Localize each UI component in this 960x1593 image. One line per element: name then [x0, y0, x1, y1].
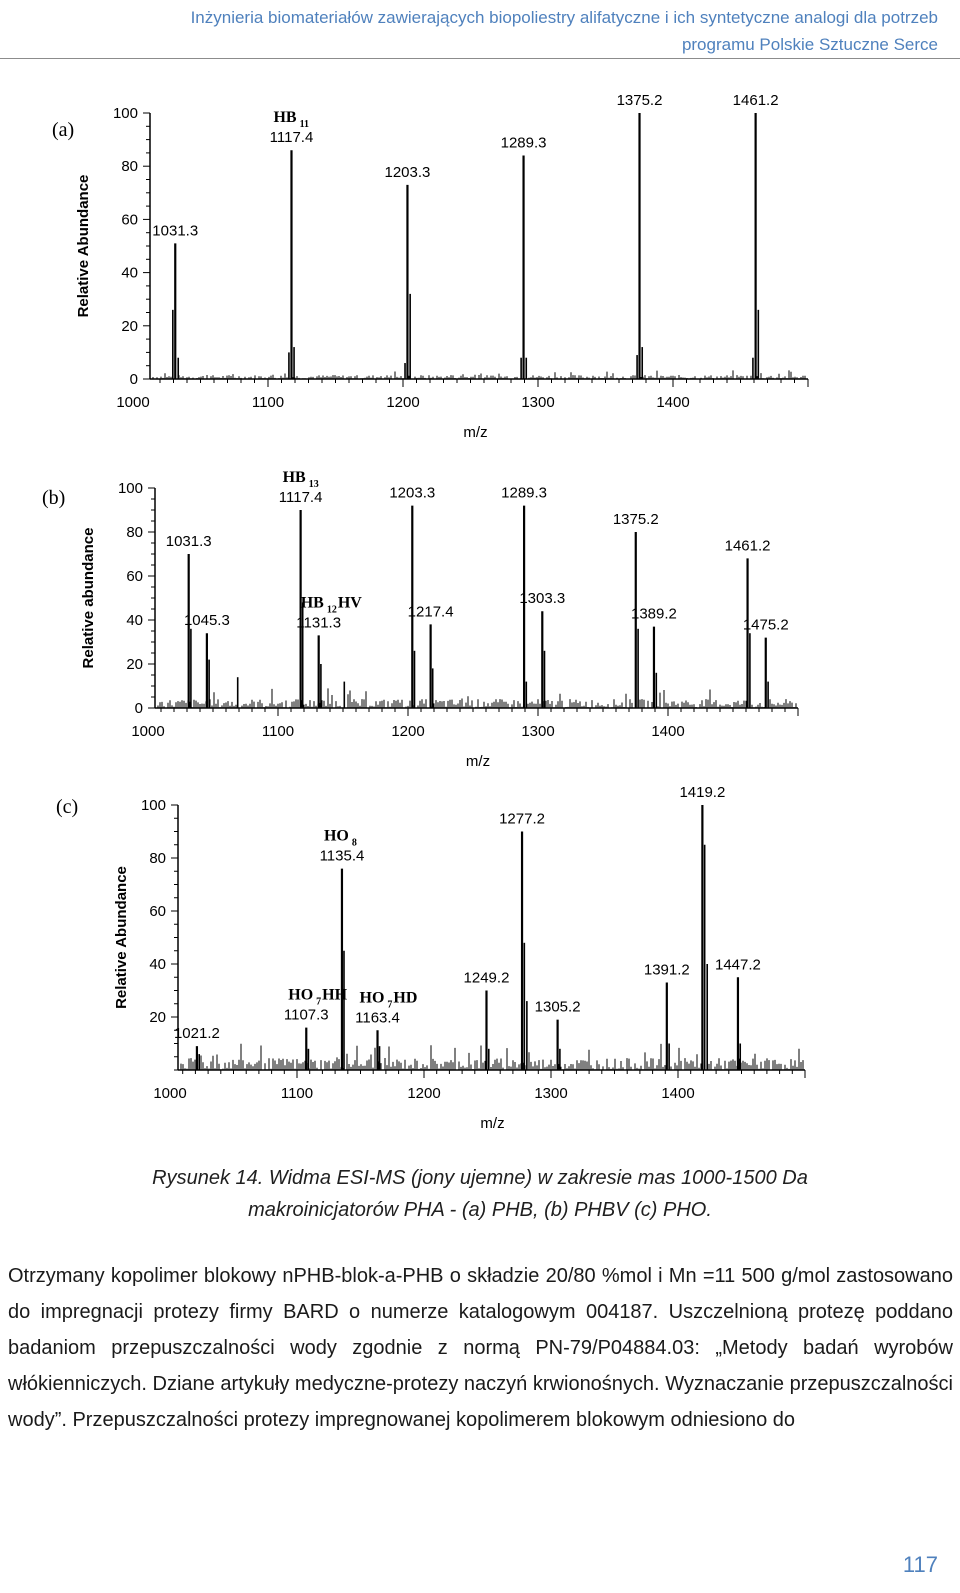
x-tick-label: 1100 — [252, 394, 284, 411]
x-tick-label: 1200 — [391, 723, 424, 740]
peak-label: 1107.3 — [284, 1007, 329, 1024]
x-axis-title: m/z — [466, 753, 490, 770]
peak-label: 1203.3 — [389, 485, 435, 502]
x-tick-label: 1400 — [661, 1085, 694, 1102]
peak-label: 1447.2 — [715, 956, 761, 973]
peak-label: 1375.2 — [613, 511, 659, 528]
x-tick-label: 1000 — [153, 1085, 186, 1102]
y-tick-label: 80 — [126, 524, 143, 541]
peak-label: 1419.2 — [679, 784, 725, 801]
y-tick-label: 80 — [121, 158, 138, 175]
peak-label: 1277.2 — [499, 811, 545, 828]
y-tick-label: 100 — [141, 797, 166, 814]
peak-label: 1305.2 — [535, 999, 581, 1016]
y-tick-label: 100 — [118, 480, 143, 497]
peak-label: 1021.2 — [174, 1025, 220, 1042]
x-tick-label: 1400 — [651, 723, 684, 740]
peak-label: 1045.3 — [184, 612, 230, 629]
ion-annotation: HB 11 — [273, 109, 309, 130]
y-tick-label: 60 — [121, 211, 138, 228]
peak-label: 1289.3 — [501, 135, 547, 152]
spectrum-panel-1: (b) 0 20 40 60 80 100 1000 1100 1200 1300 1400 m/z Re… — [42, 469, 799, 770]
ion-annotation: HO 8 — [324, 828, 357, 849]
y-axis-title: Relative Abundance — [113, 866, 130, 1009]
peak-label: 1461.2 — [733, 92, 779, 109]
x-tick-label: 1300 — [521, 723, 554, 740]
peak-label: 1163.4 — [355, 1009, 400, 1026]
peak-label: 1289.3 — [501, 485, 547, 502]
y-tick-label: 0 — [135, 700, 143, 717]
peak-label: 1375.2 — [617, 92, 663, 109]
spectrum-panel-2: (c) 20 40 60 80 100 1000 1100 1200 1300 1400 m/z Rel… — [56, 784, 806, 1132]
caption-line-1: Rysunek 14. Widma ESI-MS (jony ujemne) w… — [152, 1167, 808, 1189]
body-paragraph: Otrzymany kopolimer blokowy nPHB-blok-a-… — [8, 1258, 953, 1438]
y-tick-label: 100 — [113, 105, 138, 122]
x-tick-label: 1100 — [281, 1085, 313, 1102]
peak-label: 1131.3 — [296, 614, 341, 631]
peak-label: 1391.2 — [644, 962, 690, 979]
peak-label: 1117.4 — [270, 129, 314, 146]
peak-label: 1203.3 — [385, 164, 431, 181]
x-tick-label: 1100 — [262, 723, 294, 740]
y-axis-title: Relative abundance — [80, 528, 97, 669]
peak-label: 1461.2 — [725, 537, 771, 554]
y-tick-label: 60 — [126, 568, 143, 585]
peak-label: 1217.4 — [408, 603, 454, 620]
peak-label: 1031.3 — [152, 222, 198, 239]
ion-annotation: HB 12HV — [301, 594, 363, 615]
figure-caption: Rysunek 14. Widma ESI-MS (jony ujemne) w… — [0, 1162, 960, 1226]
peak-label: 1031.3 — [166, 533, 212, 550]
page-number: 117 — [902, 1552, 938, 1577]
baseline-noise — [152, 370, 808, 379]
panel-letter: (a) — [52, 119, 74, 141]
header-divider — [0, 58, 960, 59]
y-tick-label: 80 — [149, 850, 166, 867]
x-tick-label: 1200 — [386, 394, 419, 411]
x-tick-label: 1000 — [131, 723, 164, 740]
peak-label: 1135.4 — [320, 848, 365, 865]
panel-letter: (c) — [56, 796, 78, 818]
y-tick-label: 0 — [130, 371, 138, 388]
peak-label: 1117.4 — [279, 489, 323, 506]
x-tick-label: 1300 — [534, 1085, 567, 1102]
caption-line-2: makroinicjatorów PHA - (a) PHB, (b) PHBV… — [248, 1199, 712, 1221]
ion-annotation: HB 13 — [283, 469, 319, 490]
y-tick-label: 60 — [149, 903, 166, 920]
running-header: Inżynieria biomateriałów zawierających b… — [38, 4, 938, 58]
x-axis-title: m/z — [463, 424, 487, 441]
y-tick-label: 40 — [121, 265, 138, 282]
y-tick-label: 20 — [126, 656, 143, 673]
y-axis-title: Relative Abundance — [75, 175, 92, 318]
peak-label: 1249.2 — [464, 970, 510, 987]
x-tick-label: 1200 — [407, 1085, 440, 1102]
header-line-2: programu Polskie Sztuczne Serce — [681, 35, 938, 54]
peak-label: 1303.3 — [519, 590, 565, 607]
y-tick-label: 40 — [126, 612, 143, 629]
x-tick-label: 1300 — [521, 394, 554, 411]
ion-annotation: HO 7HH — [288, 987, 347, 1008]
baseline-noise — [180, 1043, 804, 1070]
x-tick-label: 1000 — [116, 394, 149, 411]
peak-label: 1475.2 — [743, 617, 789, 634]
body-text: Otrzymany kopolimer blokowy nPHB-blok-a-… — [8, 1265, 953, 1431]
baseline-noise — [157, 688, 797, 708]
ion-annotation: HO 7HD — [360, 989, 418, 1010]
y-tick-label: 40 — [149, 956, 166, 973]
header-line-1: Inżynieria biomateriałów zawierających b… — [190, 8, 938, 27]
x-tick-label: 1400 — [656, 394, 689, 411]
spectrum-panel-0: (a) 0 20 40 60 80 100 1000 1100 1200 1300 1400 m/z Re… — [52, 92, 809, 441]
peak-label: 1389.2 — [631, 606, 677, 623]
x-axis-title: m/z — [480, 1115, 504, 1132]
y-tick-label: 20 — [149, 1009, 166, 1026]
panel-letter: (b) — [42, 487, 65, 509]
y-tick-label: 20 — [121, 318, 138, 335]
